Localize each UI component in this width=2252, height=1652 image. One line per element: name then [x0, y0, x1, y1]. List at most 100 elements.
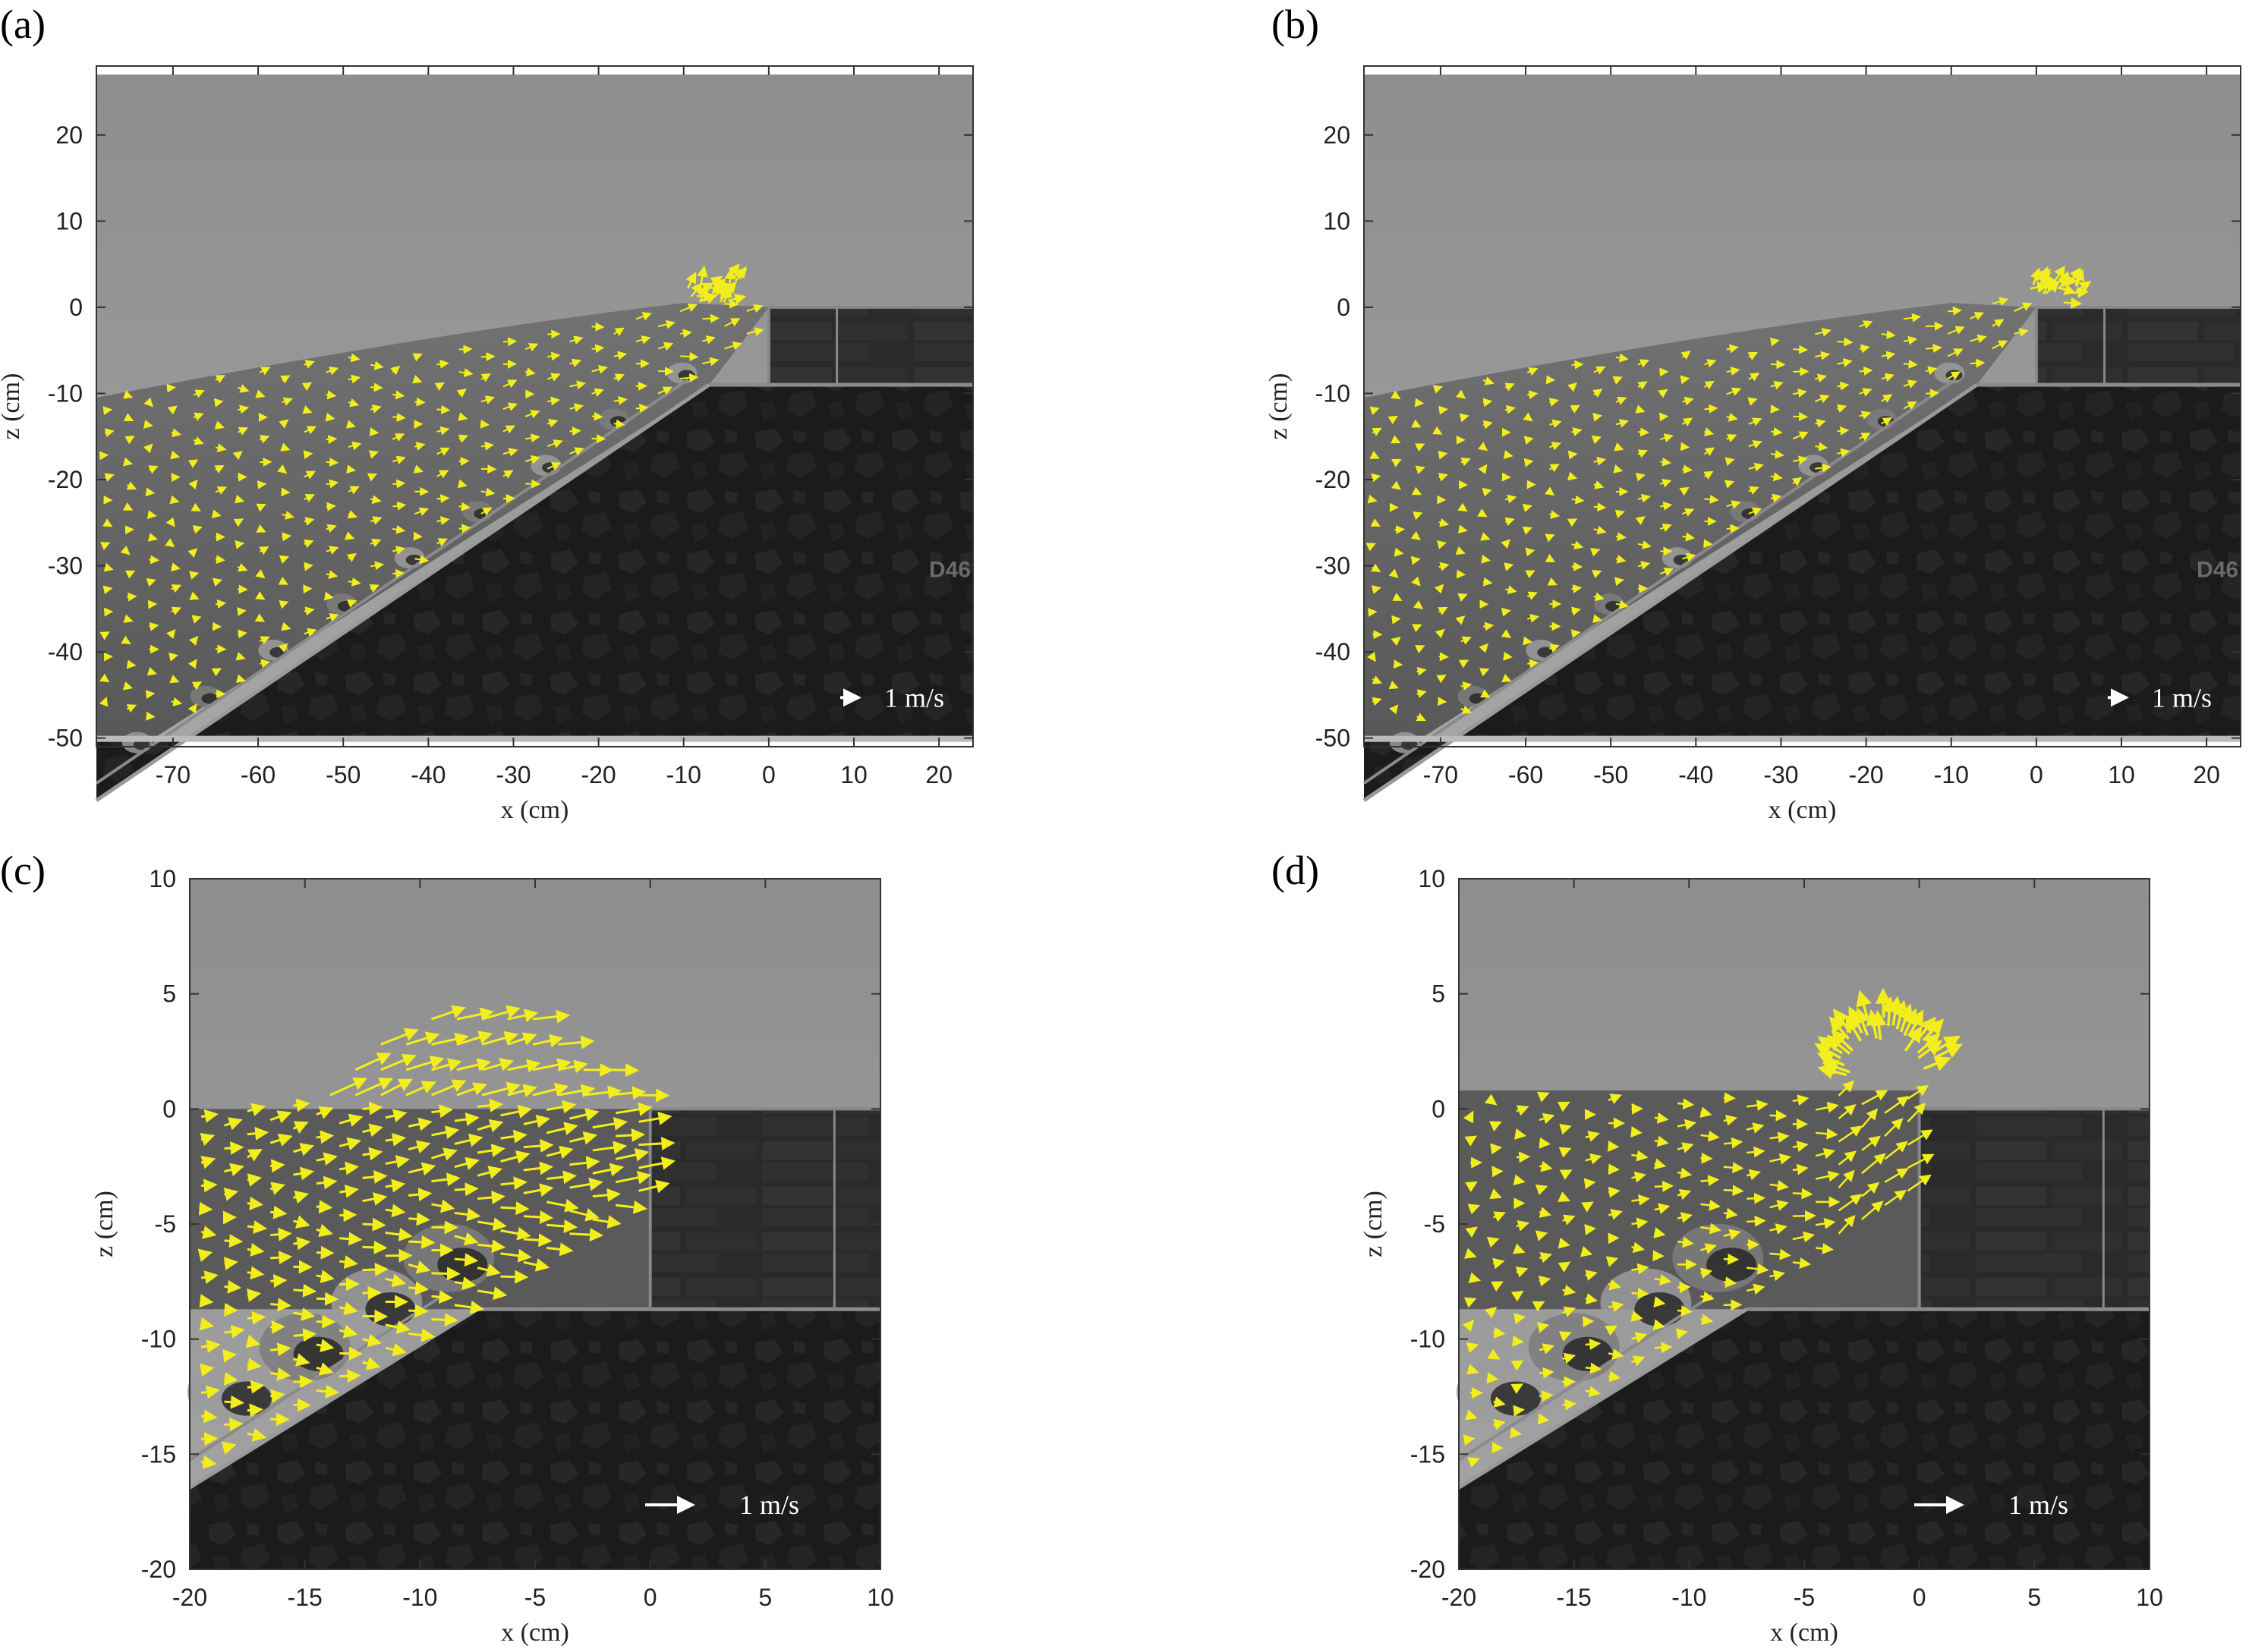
velocity-arrow — [702, 357, 720, 367]
velocity-arrow — [1591, 435, 1602, 445]
velocity-arrow — [436, 494, 450, 504]
velocity-arrow — [1558, 1237, 1570, 1249]
velocity-arrow — [1791, 477, 1803, 486]
velocity-arrow — [431, 1104, 453, 1119]
x-tick-label: -30 — [496, 761, 531, 788]
velocity-arrow — [316, 1339, 335, 1352]
velocity-arrow — [1726, 387, 1742, 396]
velocity-arrow — [1585, 1362, 1602, 1374]
velocity-vectors — [197, 1005, 676, 1469]
velocity-arrow — [354, 1078, 393, 1097]
velocity-arrow — [1467, 1204, 1481, 1215]
velocity-arrow — [1769, 1248, 1791, 1260]
velocity-arrow — [592, 1141, 628, 1155]
velocity-arrow — [1700, 1199, 1721, 1211]
velocity-arrow — [269, 1389, 285, 1403]
flume-bottom — [96, 735, 973, 742]
velocity-arrow — [1411, 576, 1421, 587]
velocity-arrow — [1504, 562, 1514, 571]
velocity-arrow — [392, 479, 406, 489]
velocity-arrow — [1371, 473, 1381, 483]
velocity-arrow — [1539, 1207, 1552, 1218]
y-tick-label: 10 — [149, 865, 176, 892]
velocity-arrow — [370, 404, 382, 414]
velocity-arrow — [1615, 353, 1629, 363]
velocity-arrow — [120, 545, 131, 555]
velocity-arrow — [680, 351, 699, 361]
velocity-arrow — [237, 563, 248, 572]
velocity-arrow — [1769, 1131, 1790, 1144]
velocity-arrow — [1593, 480, 1605, 489]
velocity-arrow — [558, 1059, 588, 1074]
velocity-arrow — [1538, 1275, 1551, 1287]
velocity-arrow — [1682, 552, 1696, 562]
velocity-arrow — [1545, 533, 1555, 543]
velocity-arrow — [215, 443, 227, 453]
scale-label: 1 m/s — [2152, 682, 2212, 713]
velocity-arrow — [1504, 585, 1517, 595]
velocity-arrow — [1438, 606, 1448, 615]
velocity-arrow — [1438, 562, 1450, 571]
velocity-arrow — [1455, 389, 1466, 399]
velocity-arrow — [546, 1219, 578, 1233]
y-tick-label: 20 — [55, 121, 83, 149]
velocity-arrow — [1434, 584, 1444, 594]
velocity-arrow — [304, 360, 315, 369]
velocity-arrow — [1585, 1270, 1598, 1281]
velocity-arrow — [436, 404, 451, 414]
velocity-arrow — [1570, 606, 1582, 616]
velocity-arrow — [1635, 472, 1646, 482]
x-tick-label: -20 — [172, 1584, 207, 1611]
velocity-arrow — [348, 441, 362, 451]
velocity-arrow — [1571, 540, 1584, 550]
velocity-arrow — [1792, 1094, 1809, 1106]
y-axis-label: z (cm) — [1265, 373, 1293, 440]
velocity-arrow — [1723, 1253, 1740, 1265]
velocity-arrow — [362, 1217, 386, 1232]
velocity-arrow — [282, 511, 295, 520]
panel-label: (d) — [1271, 848, 1319, 893]
velocity-arrow — [1559, 1123, 1572, 1135]
velocity-arrow — [323, 591, 334, 601]
velocity-arrow — [339, 1255, 358, 1270]
velocity-arrow — [1792, 1163, 1809, 1175]
velocity-arrow — [1369, 450, 1380, 459]
velocity-arrow — [408, 1212, 430, 1226]
velocity-arrow — [436, 447, 450, 456]
velocity-arrow — [1570, 629, 1581, 639]
velocity-arrow — [224, 1163, 244, 1177]
velocity-arrow — [370, 538, 382, 548]
velocity-arrow — [247, 1266, 265, 1280]
velocity-arrow — [1681, 417, 1693, 426]
velocity-arrow — [1723, 1162, 1744, 1174]
velocity-arrow — [304, 517, 315, 526]
velocity-arrow — [1770, 404, 1780, 414]
velocity-arrow — [1514, 1128, 1527, 1140]
velocity-arrow — [1438, 405, 1448, 415]
velocity-arrow — [1970, 334, 1987, 344]
velocity-arrow — [293, 1283, 317, 1298]
velocity-arrow — [502, 425, 515, 434]
velocity-arrow — [1631, 1263, 1649, 1275]
velocity-arrow — [200, 1455, 217, 1469]
velocity-arrow — [558, 1035, 595, 1049]
y-tick-label: -20 — [141, 1556, 176, 1583]
velocity-arrow — [569, 447, 584, 456]
velocity-arrow — [1558, 1147, 1572, 1158]
y-tick-label: -10 — [1315, 379, 1350, 407]
velocity-arrow — [99, 696, 109, 707]
velocity-arrow — [224, 1141, 244, 1155]
velocity-arrow — [1477, 508, 1488, 518]
velocity-arrow — [615, 1102, 653, 1116]
velocity-arrow — [1513, 1313, 1526, 1325]
velocity-arrow — [569, 1156, 600, 1170]
velocity-arrow — [1700, 1314, 1714, 1326]
velocity-arrow — [1726, 412, 1738, 422]
x-tick-label: 0 — [2030, 761, 2043, 788]
velocity-arrow — [259, 367, 271, 376]
velocity-arrow — [500, 1176, 528, 1191]
velocity-arrow — [326, 367, 339, 376]
velocity-arrow — [2054, 265, 2065, 282]
velocity-arrow — [1748, 486, 1759, 495]
velocity-arrow — [256, 503, 266, 512]
